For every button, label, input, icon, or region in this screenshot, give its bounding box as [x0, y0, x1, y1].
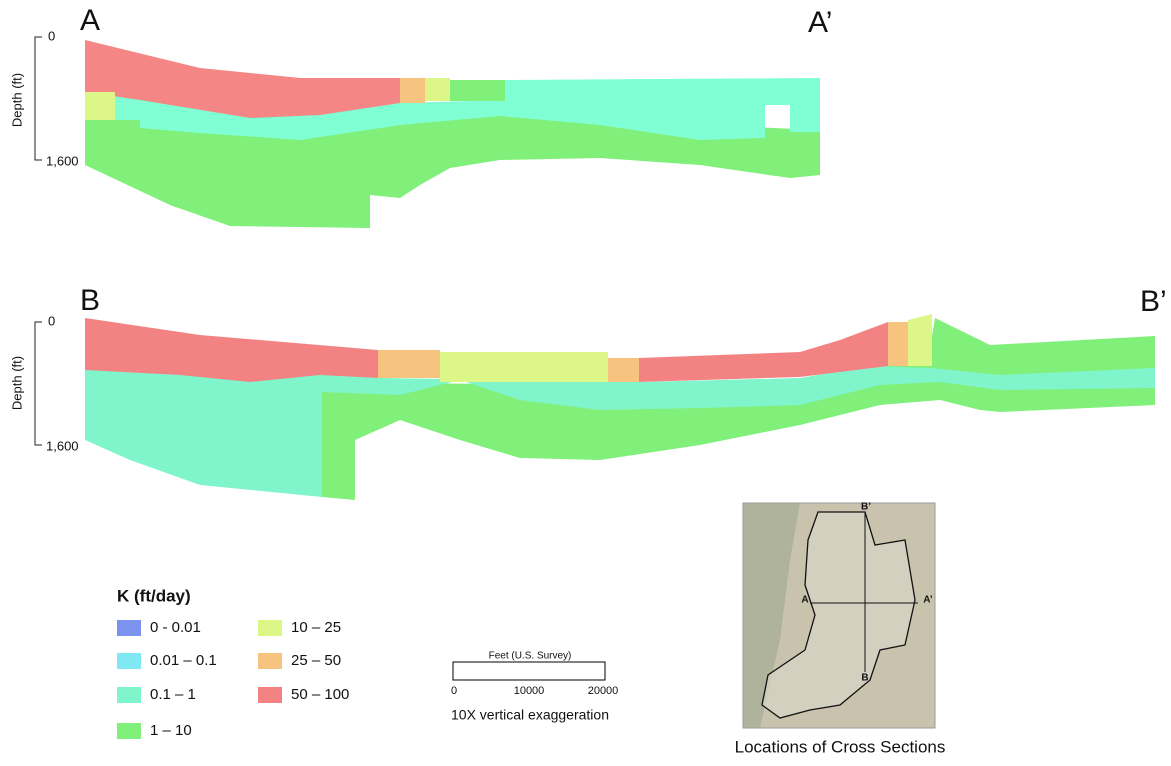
scale-frame — [453, 662, 605, 680]
map-label: A — [801, 595, 808, 606]
layer-25-50 — [378, 350, 440, 378]
section-label: B’ — [1140, 285, 1167, 318]
legend-label: 0 - 0.01 — [150, 619, 201, 636]
layer-10-25 — [85, 92, 115, 120]
legend-swatch — [117, 653, 141, 669]
map-label: A’ — [923, 595, 933, 606]
page: A A’ 0 1,600 Depth (ft) B B’ 0 1,600 Dep… — [0, 0, 1171, 761]
location-map: A A’ B B’ Locations of Cross Sections — [735, 502, 946, 757]
legend-label: 1 – 10 — [150, 722, 192, 739]
section-label: A’ — [808, 6, 832, 39]
section-label: B — [80, 284, 100, 317]
legend: K (ft/day) 0 - 0.01 0.01 – 0.1 0.1 – 1 1 – … — [117, 586, 349, 739]
tick-label: 0 — [48, 28, 55, 43]
map-label: B’ — [861, 502, 871, 513]
scale-note: 10X vertical exaggeration — [451, 707, 609, 723]
legend-swatch — [117, 620, 141, 636]
depth-axis — [35, 37, 42, 160]
legend-swatch — [117, 687, 141, 703]
legend-swatch — [258, 620, 282, 636]
layer-25-50 — [608, 358, 639, 382]
depth-axis — [35, 322, 42, 445]
axis-title: Depth (ft) — [9, 356, 24, 410]
axis-title: Depth (ft) — [9, 73, 24, 127]
tick-label: 1,600 — [46, 438, 79, 453]
legend-swatch — [258, 653, 282, 669]
legend-label: 0.01 – 0.1 — [150, 652, 217, 669]
cross-section-a: A A’ 0 1,600 Depth (ft) — [9, 4, 832, 228]
tick-label: 0 — [48, 313, 55, 328]
cross-section-b: B B’ 0 1,600 Depth (ft) — [9, 284, 1166, 500]
layer-1-10 — [450, 80, 505, 101]
legend-swatch — [117, 723, 141, 739]
layer-10-25 — [425, 78, 450, 101]
scale-bar: Feet (U.S. Survey) 0 10000 20000 10X ver… — [451, 651, 618, 723]
layer-10-25 — [908, 314, 932, 366]
map-label: B — [861, 673, 868, 684]
legend-label: 10 – 25 — [291, 619, 341, 636]
layer-1-10 — [322, 318, 1155, 500]
layer-25-50 — [400, 78, 425, 103]
map-caption: Locations of Cross Sections — [735, 737, 946, 756]
legend-label: 0.1 – 1 — [150, 686, 196, 703]
legend-title: K (ft/day) — [117, 586, 191, 605]
section-label: A — [80, 4, 100, 37]
scale-tick: 20000 — [588, 685, 619, 697]
legend-label: 50 – 100 — [291, 686, 349, 703]
layer-10-25 — [440, 352, 608, 382]
scale-tick: 0 — [451, 685, 457, 697]
legend-label: 25 – 50 — [291, 652, 341, 669]
scale-title: Feet (U.S. Survey) — [489, 651, 572, 662]
legend-swatch — [258, 687, 282, 703]
tick-label: 1,600 — [46, 153, 79, 168]
scale-tick: 10000 — [514, 685, 545, 697]
layer-25-50 — [888, 322, 908, 366]
